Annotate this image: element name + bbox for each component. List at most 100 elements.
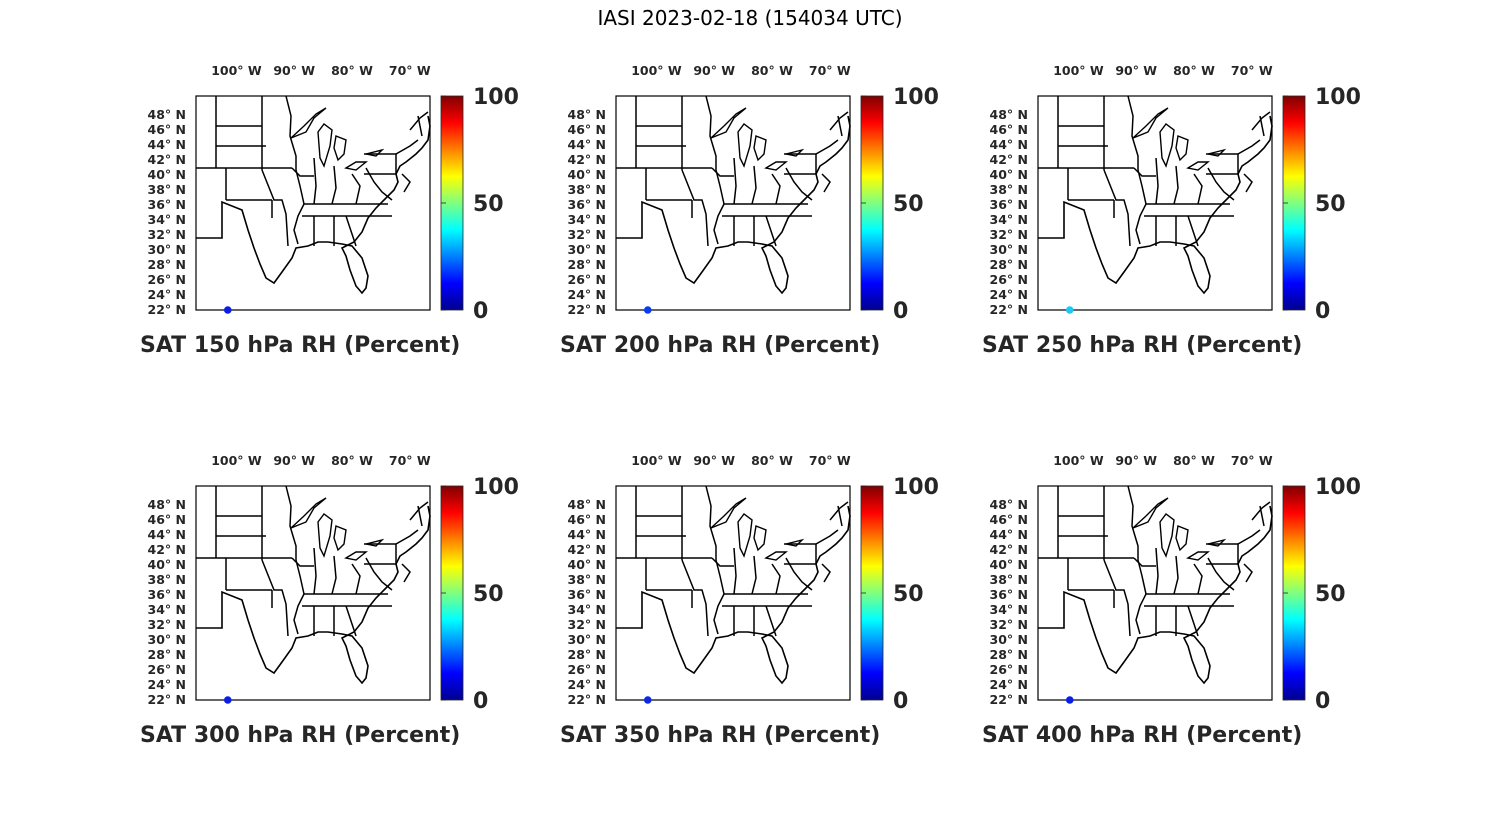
colorbar-tick-label: 100: [893, 475, 939, 500]
state-border: [733, 547, 737, 595]
state-border: [1207, 557, 1235, 591]
latitude-tick-label: 44° N: [568, 527, 606, 542]
panel-caption: SAT 150 hPa RH (Percent): [140, 333, 461, 358]
longitude-tick-label: 100° W: [1053, 453, 1104, 468]
coastline: [616, 505, 851, 685]
latitude-tick-label: 34° N: [568, 212, 606, 227]
latitude-tick-label: 48° N: [990, 497, 1028, 512]
state-border: [771, 563, 781, 595]
colorbar-tick-label: 0: [473, 689, 488, 714]
state-border: [313, 547, 317, 595]
colorbar-tick-label: 50: [1315, 192, 1346, 217]
latitude-tick-label: 28° N: [568, 647, 606, 662]
state-border: [1259, 115, 1265, 137]
latitude-tick-label: 24° N: [990, 677, 1028, 692]
state-border: [784, 153, 817, 175]
latitude-tick-label: 34° N: [148, 602, 186, 617]
state-border: [1243, 563, 1253, 583]
state-border: [1187, 215, 1199, 247]
latitude-tick-label: 42° N: [568, 542, 606, 557]
latitude-tick-label: 28° N: [990, 647, 1028, 662]
latitude-tick-label: 30° N: [148, 632, 186, 647]
latitude-tick-label: 40° N: [148, 167, 186, 182]
latitude-tick-label: 48° N: [148, 107, 186, 122]
latitude-tick-label: 46° N: [148, 512, 186, 527]
latitude-tick-label: 48° N: [568, 107, 606, 122]
latitude-tick-label: 22° N: [990, 692, 1028, 707]
state-border: [401, 173, 411, 193]
latitude-tick-label: 28° N: [148, 647, 186, 662]
state-border: [261, 559, 289, 637]
latitude-tick-label: 36° N: [568, 587, 606, 602]
state-border: [1193, 173, 1203, 205]
state-border: [1207, 167, 1235, 201]
basemap: [615, 95, 851, 311]
state-border: [821, 563, 831, 583]
map-panel: 100° W 90° W 80° W 70° W 48° N 46° N 44° N 42° …: [982, 453, 1422, 815]
latitude-tick-label: 26° N: [990, 662, 1028, 677]
longitude-tick-label: 90° W: [693, 453, 735, 468]
latitude-tick-label: 32° N: [568, 617, 606, 632]
state-border: [1243, 173, 1253, 193]
latitude-tick-label: 48° N: [568, 497, 606, 512]
latitude-tick-label: 36° N: [148, 587, 186, 602]
latitude-tick-label: 30° N: [148, 242, 186, 257]
latitude-tick-label: 30° N: [990, 632, 1028, 647]
latitude-tick-label: 32° N: [148, 617, 186, 632]
state-border: [751, 165, 757, 205]
state-border: [351, 173, 361, 205]
latitude-tick-label: 34° N: [990, 602, 1028, 617]
state-border: [711, 167, 734, 177]
state-border: [1155, 157, 1159, 205]
coastline: [196, 505, 431, 685]
longitude-tick-label: 80° W: [1173, 63, 1215, 78]
observation-point: [643, 696, 652, 704]
basemap: [615, 485, 851, 701]
latitude-tick-label: 26° N: [148, 272, 186, 287]
colorbar-tick-label: 100: [473, 475, 519, 500]
latitude-tick-label: 38° N: [148, 572, 186, 587]
longitude-tick-label: 100° W: [631, 63, 682, 78]
observation-point: [1065, 696, 1074, 704]
map-panel: 100° W 90° W 80° W 70° W 48° N 46° N 44° N 42° …: [982, 63, 1422, 425]
state-border: [331, 555, 337, 595]
colorbar-tick-label: 100: [1315, 85, 1361, 110]
basemap: [195, 95, 431, 311]
basemap: [1037, 95, 1273, 311]
colorbar-tick-label: 50: [473, 192, 504, 217]
great-lakes: [290, 107, 385, 171]
great-lakes: [710, 107, 805, 171]
state-border: [395, 529, 419, 545]
colorbar-tick-label: 0: [893, 299, 908, 324]
state-border: [765, 215, 777, 247]
state-border: [293, 169, 305, 245]
state-border: [1187, 605, 1199, 637]
longitude-tick-label: 70° W: [809, 63, 851, 78]
latitude-tick-label: 26° N: [148, 662, 186, 677]
longitude-tick-label: 70° W: [1231, 63, 1273, 78]
longitude-tick-label: 80° W: [751, 453, 793, 468]
state-border: [1135, 559, 1147, 635]
latitude-tick-label: 26° N: [568, 272, 606, 287]
latitude-tick-label: 24° N: [148, 287, 186, 302]
longitude-tick-label: 70° W: [389, 63, 431, 78]
state-border: [837, 115, 843, 137]
state-border: [1173, 555, 1179, 595]
state-border: [1103, 169, 1131, 247]
longitude-tick-label: 80° W: [1173, 453, 1215, 468]
state-border: [1251, 111, 1271, 131]
latitude-tick-label: 36° N: [990, 197, 1028, 212]
map-frame: [1037, 485, 1273, 701]
coastline: [616, 115, 851, 295]
latitude-tick-label: 42° N: [990, 152, 1028, 167]
latitude-tick-label: 30° N: [568, 242, 606, 257]
longitude-tick-label: 80° W: [331, 453, 373, 468]
latitude-tick-label: 38° N: [568, 572, 606, 587]
state-border: [1127, 95, 1139, 170]
state-border: [785, 557, 813, 591]
basemap: [1037, 485, 1273, 701]
map-svg: 100° W 90° W 80° W 70° W 48° N46° N44° N42° …: [568, 63, 939, 324]
longitude-tick-label: 80° W: [331, 63, 373, 78]
latitude-tick-label: 32° N: [990, 617, 1028, 632]
latitude-tick-label: 42° N: [148, 152, 186, 167]
